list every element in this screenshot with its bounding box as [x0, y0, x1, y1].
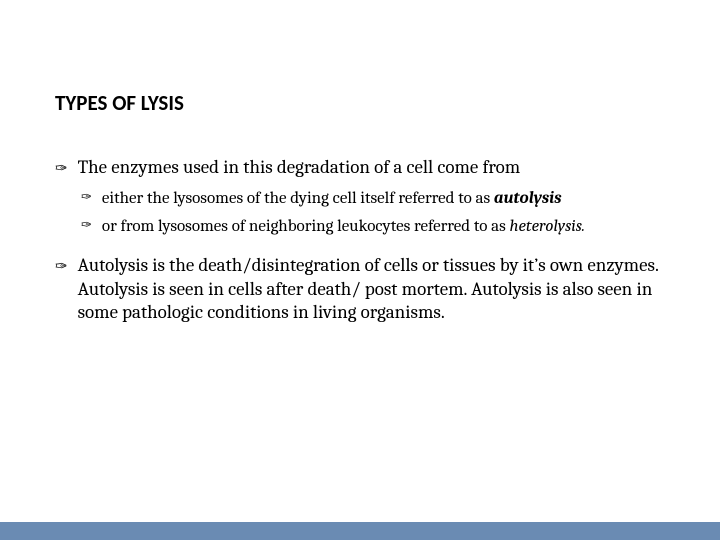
bullet-icon: ✑: [81, 190, 92, 207]
spacer: [55, 244, 665, 254]
bullet-text: either the lysosomes of the dying cell i…: [102, 188, 562, 210]
list-item: ✑ either the lysosomes of the dying cell…: [81, 188, 665, 210]
bullet-icon: ✑: [55, 257, 68, 277]
sub-term: heterolysis.: [510, 217, 585, 236]
sub-prefix: either the lysosomes of the dying cell i…: [102, 189, 494, 208]
sub-prefix: or from lysosomes of neighboring leukocy…: [102, 217, 510, 236]
bullet-text: The enzymes used in this degradation of …: [78, 156, 521, 180]
bullet-text: or from lysosomes of neighboring leukocy…: [102, 216, 585, 238]
bullet-icon: ✑: [55, 159, 68, 179]
sub-term: autolysis: [494, 189, 562, 208]
slide-title: TYPES OF LYSIS: [55, 90, 665, 116]
bullet-icon: ✑: [81, 218, 92, 235]
footer-accent-bar: [0, 522, 720, 540]
list-item: ✑ The enzymes used in this degradation o…: [55, 156, 665, 180]
list-item: ✑ or from lysosomes of neighboring leuko…: [81, 216, 665, 238]
bullet-text: Autolysis is the death/disintegration of…: [78, 254, 665, 325]
slide-content: TYPES OF LYSIS ✑ The enzymes used in thi…: [0, 0, 720, 325]
list-item: ✑ Autolysis is the death/disintegration …: [55, 254, 665, 325]
